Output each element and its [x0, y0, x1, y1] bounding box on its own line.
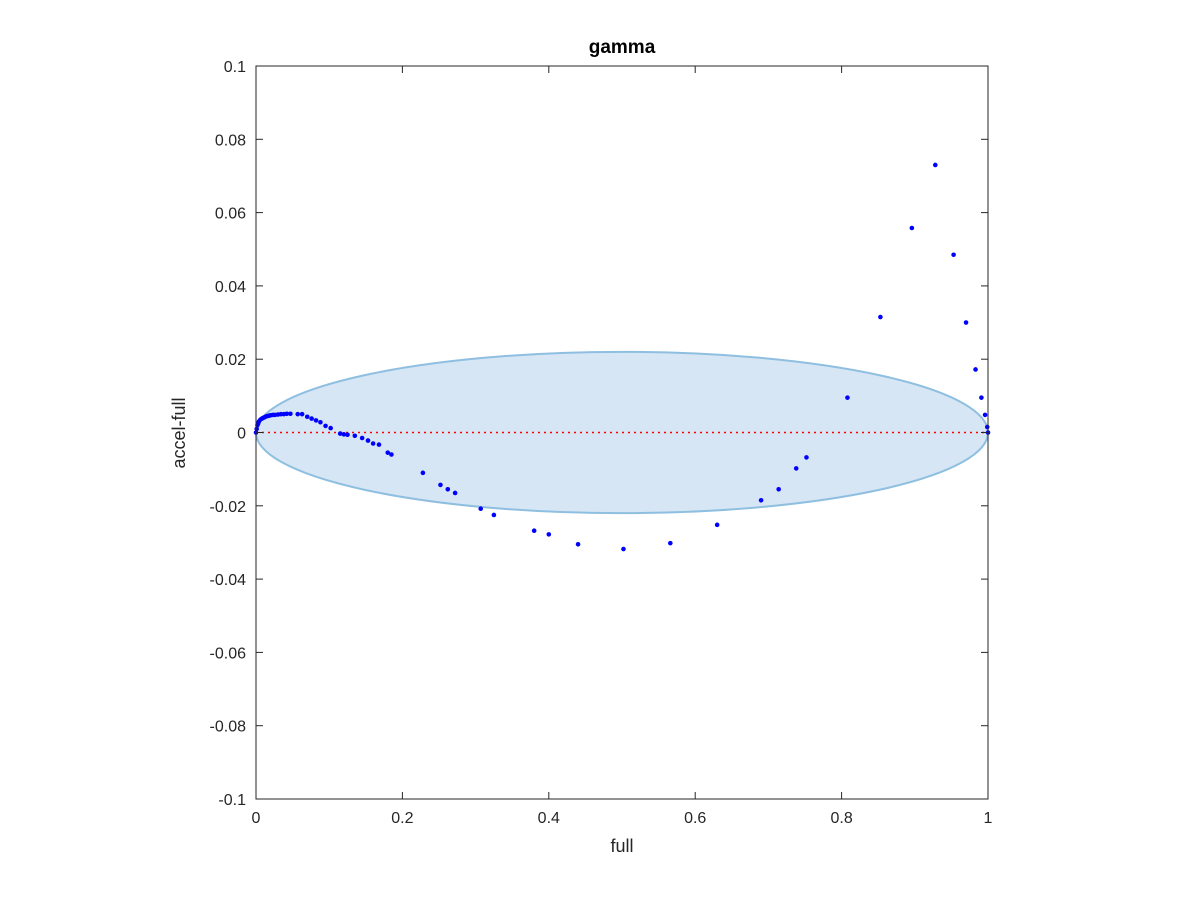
y-tick-label: 0	[237, 426, 246, 443]
data-point	[284, 411, 290, 417]
y-tick-label: -0.04	[210, 572, 247, 589]
data-point	[973, 367, 978, 372]
data-point	[984, 424, 990, 430]
y-tick-label: 0.08	[215, 132, 246, 149]
data-point	[309, 416, 314, 421]
x-tick-label: 0	[252, 810, 261, 827]
data-point	[951, 252, 956, 258]
y-tick-label: 0.1	[224, 59, 246, 76]
data-point	[420, 470, 426, 476]
data-point	[445, 487, 451, 492]
data-point	[318, 419, 323, 425]
y-axis-label: accel-full	[169, 397, 189, 468]
y-tick-label: 0.06	[215, 206, 246, 223]
data-point	[452, 490, 458, 496]
data-point	[359, 435, 365, 441]
data-point	[793, 466, 799, 471]
data-point	[370, 441, 376, 446]
x-tick-label: 0.6	[684, 810, 706, 827]
y-tick-label: -0.06	[210, 645, 247, 662]
data-point	[337, 431, 343, 436]
data-point	[546, 532, 552, 537]
data-point	[758, 498, 764, 503]
y-tick-label: -0.08	[210, 719, 247, 736]
data-point	[714, 522, 720, 528]
data-point	[352, 433, 358, 439]
data-point	[385, 450, 391, 455]
x-tick-label: 1	[984, 810, 993, 827]
data-point	[963, 320, 969, 325]
data-point	[313, 418, 319, 423]
data-point	[878, 314, 883, 320]
x-axis: 0 0.2 0.4 0.6 0.8 1	[252, 66, 993, 827]
data-point	[299, 411, 305, 417]
data-point	[328, 425, 333, 431]
data-point	[478, 506, 484, 512]
x-tick-label: 0.4	[538, 810, 560, 827]
chart-title: gamma	[589, 37, 656, 58]
data-point	[804, 455, 809, 460]
x-axis-label: full	[610, 836, 633, 856]
data-point	[932, 162, 938, 168]
data-point	[982, 412, 988, 418]
data-point	[668, 540, 673, 546]
data-point	[295, 411, 301, 417]
data-point	[491, 512, 497, 518]
data-point	[304, 414, 310, 420]
data-point	[575, 541, 581, 547]
data-point	[389, 452, 394, 457]
x-tick-label: 0.2	[391, 810, 413, 827]
data-point	[341, 432, 347, 437]
data-point	[365, 438, 371, 443]
y-axis: -0.1 -0.08 -0.06 -0.04 -0.02 0 0.02 0.04 0.06 0.0…	[210, 59, 988, 809]
data-point	[345, 432, 350, 437]
data-point	[845, 395, 850, 400]
y-tick-label: 0.02	[215, 352, 246, 369]
data-point	[323, 423, 328, 429]
data-point	[531, 528, 537, 534]
data-point	[621, 546, 626, 552]
data-point	[288, 411, 293, 417]
data-point	[776, 487, 781, 492]
y-tick-label: -0.1	[218, 792, 246, 809]
data-point	[979, 395, 984, 400]
data-point	[909, 225, 915, 231]
y-tick-label: 0.04	[215, 279, 246, 296]
data-point	[376, 442, 382, 447]
data-point	[438, 482, 443, 488]
x-tick-label: 0.8	[830, 810, 852, 827]
y-tick-label: -0.02	[210, 499, 247, 516]
